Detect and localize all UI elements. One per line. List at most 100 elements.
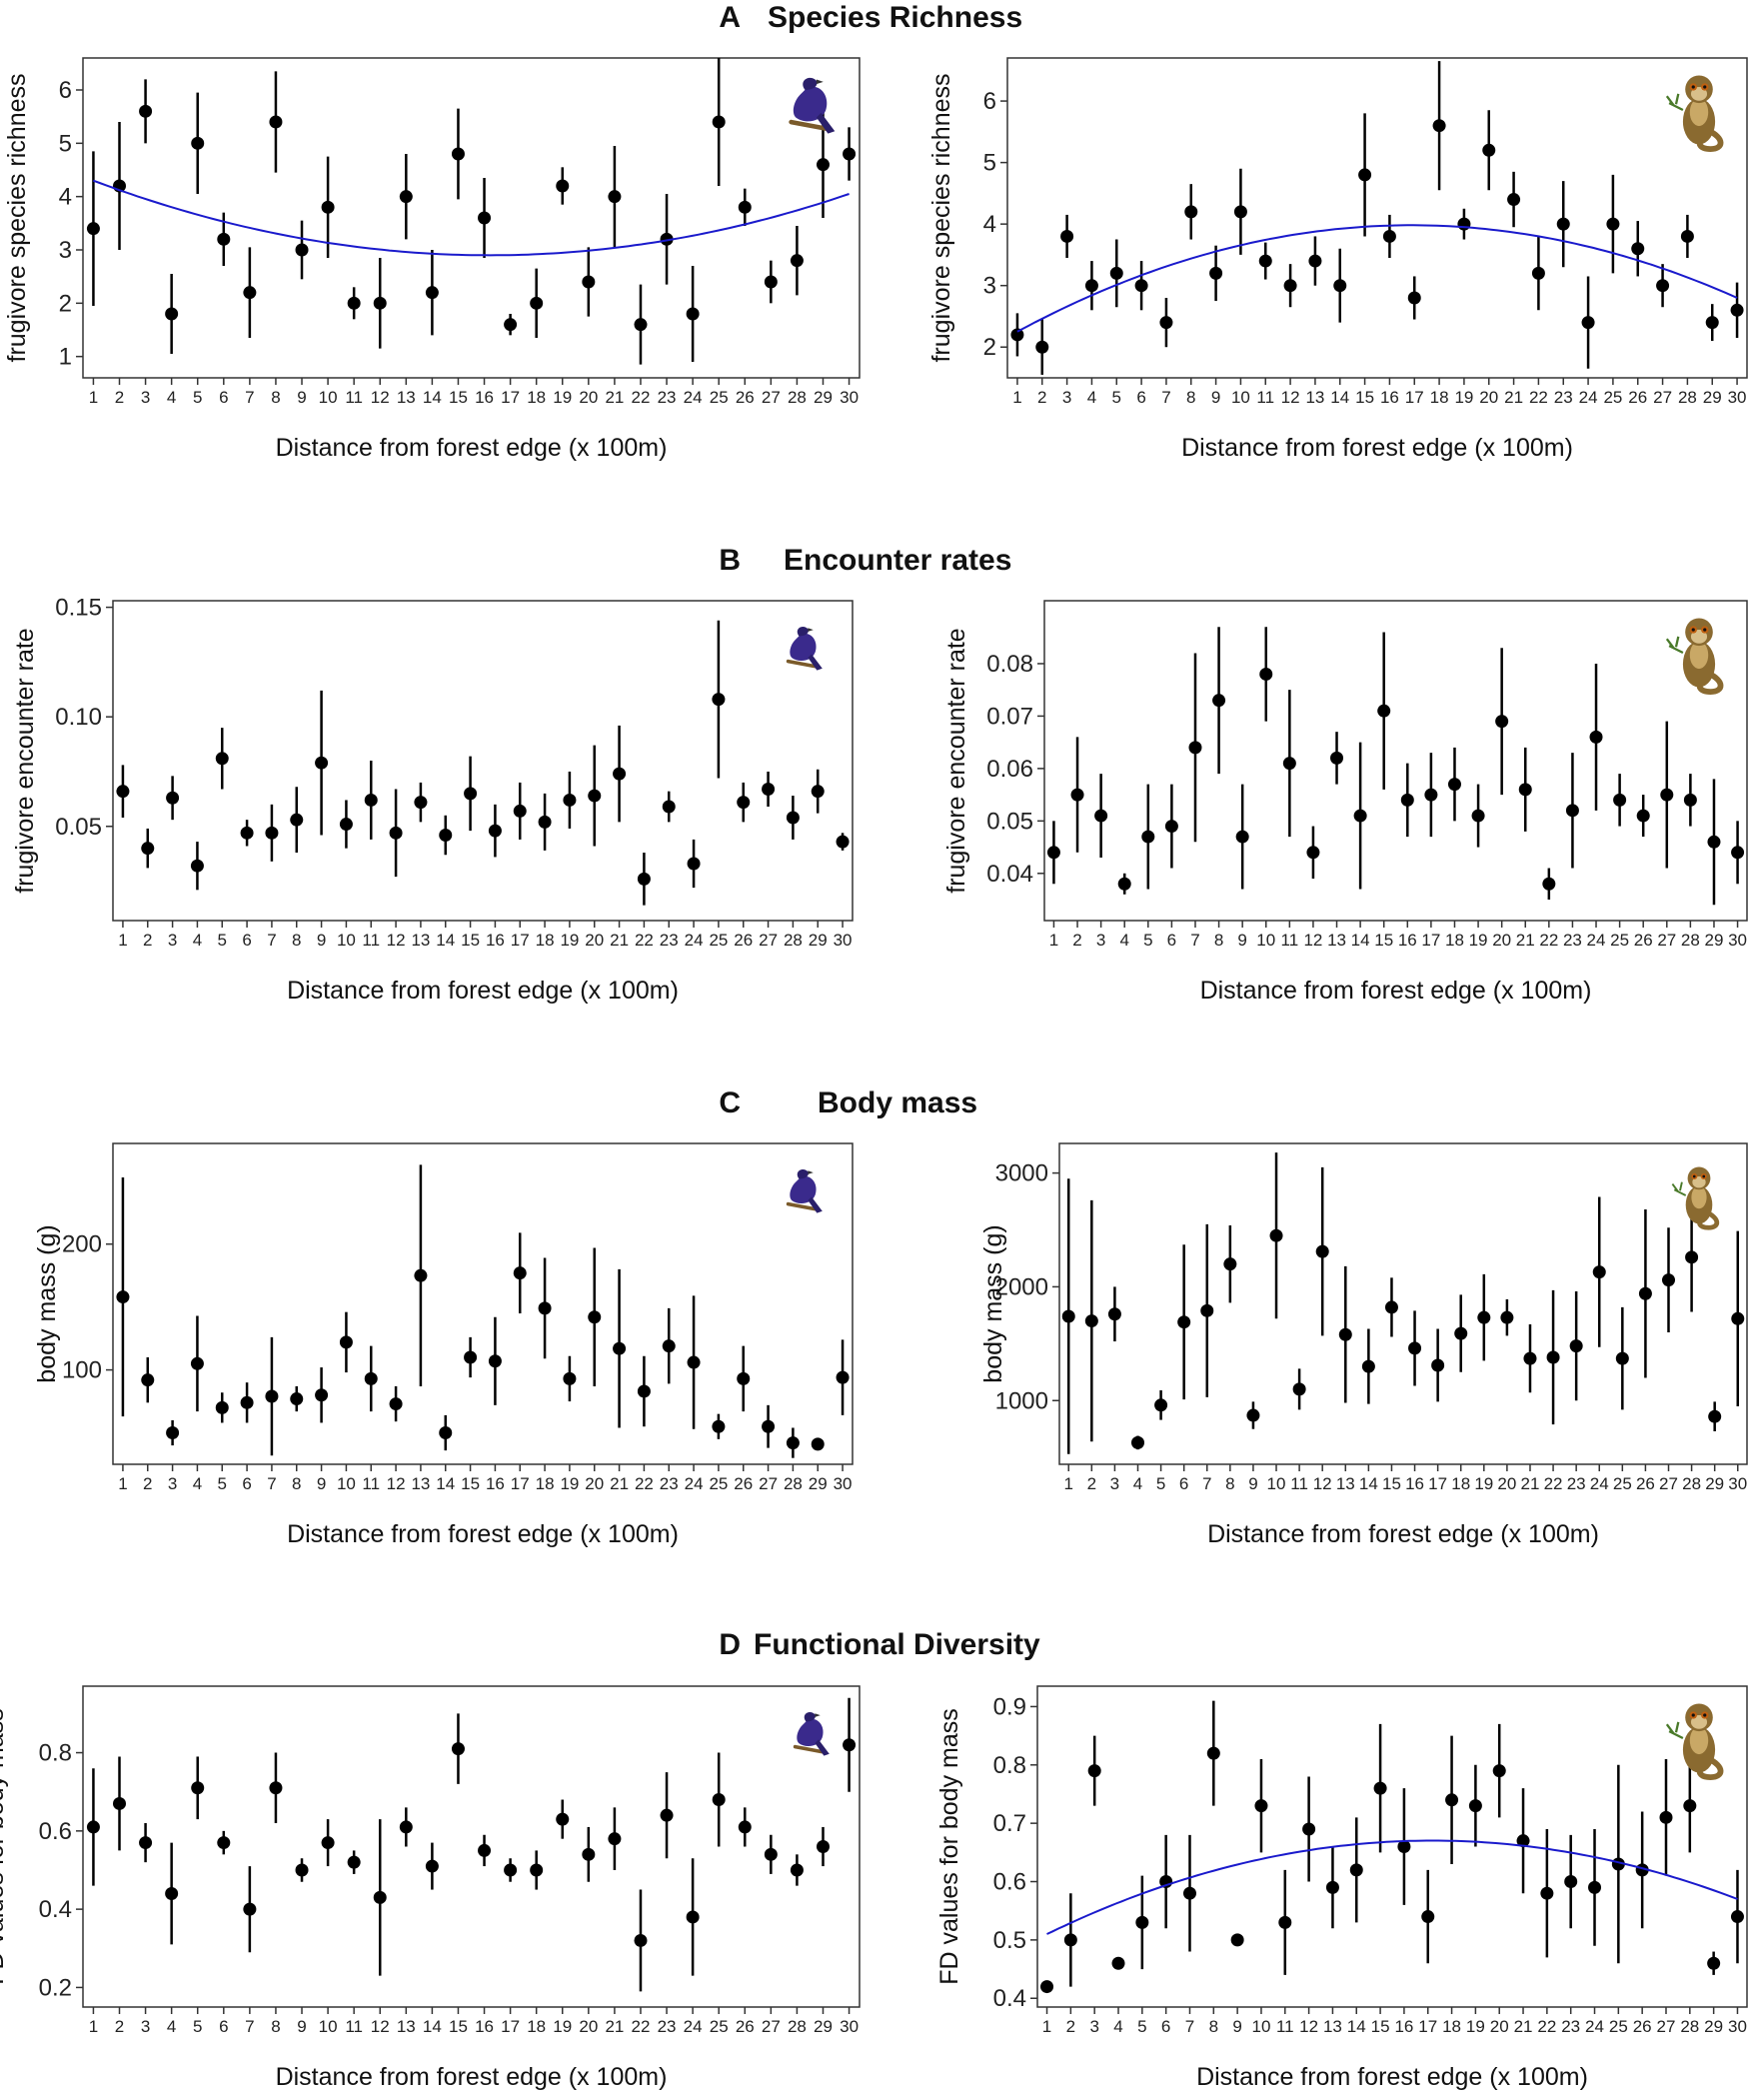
data-point [139, 1836, 153, 1850]
data-point [488, 1354, 502, 1368]
bird-icon [786, 1169, 823, 1213]
x-axis-title: Distance from forest edge (x 100m) [1196, 2063, 1588, 2091]
x-tick-label: 13 [397, 2017, 416, 2036]
x-tick-label: 17 [1418, 2017, 1437, 2036]
data-point [1259, 667, 1273, 681]
x-tick-label: 28 [784, 1474, 803, 1493]
data-point [660, 1808, 674, 1822]
x-tick-label: 24 [685, 1474, 704, 1493]
data-point [1500, 1310, 1514, 1324]
data-point [1660, 788, 1674, 802]
chart-panel-B-lemur: 0.040.050.060.070.081 2 3 4 5 6 7 8 9 10 11 12 13 14 1… [942, 600, 1748, 1005]
data-point [1588, 1880, 1602, 1894]
x-tick-label: 10 [1267, 1474, 1286, 1493]
data-point [1377, 704, 1391, 718]
lemur-icon [1665, 1703, 1724, 1780]
data-point [1542, 877, 1556, 891]
data-point [1569, 1339, 1583, 1353]
x-tick-label: 25 [709, 931, 728, 950]
data-point [265, 1389, 279, 1403]
x-tick-label: 24 [1590, 1474, 1609, 1493]
x-tick-label: 30 [1728, 388, 1747, 407]
x-tick-label: 1 [1049, 931, 1058, 950]
data-point [588, 789, 602, 803]
x-tick-label: 29 [1704, 2017, 1723, 2036]
x-tick-label: 3 [141, 2017, 150, 2036]
data-point [712, 115, 726, 129]
y-tick-label: 2000 [995, 1273, 1048, 1300]
data-point [488, 824, 502, 838]
data-point [389, 1397, 403, 1411]
y-tick-label: 3 [59, 237, 72, 264]
x-tick-label: 25 [1603, 388, 1622, 407]
x-tick-label: 26 [734, 1474, 753, 1493]
x-tick-label: 16 [1398, 931, 1417, 950]
y-axis-title: frugivore encounter rate [11, 628, 39, 893]
x-tick-label: 6 [1136, 388, 1145, 407]
data-point [240, 1395, 254, 1409]
x-tick-label: 28 [784, 931, 803, 950]
x-tick-label: 29 [809, 1474, 828, 1493]
plot-frame [82, 57, 861, 379]
x-tick-label: 5 [218, 931, 227, 950]
x-tick-label: 17 [511, 931, 530, 950]
data-point [790, 1863, 804, 1877]
x-tick-label: 13 [411, 931, 430, 950]
chart-panel-D-bird: 0.20.40.60.81 2 3 4 5 6 7 8 9 10 11 12 13 14 15 16 17 18 1… [0, 1685, 861, 2091]
data-point [86, 222, 100, 236]
x-tick-label: 14 [1330, 388, 1349, 407]
x-tick-label: 16 [486, 1474, 505, 1493]
data-point [1454, 1326, 1468, 1340]
x-tick-label: 23 [658, 2017, 677, 2036]
data-point [190, 1356, 204, 1370]
bird-icon [786, 627, 823, 671]
x-tick-label: 22 [635, 1474, 654, 1493]
data-point [1431, 1358, 1445, 1372]
data-point [1613, 793, 1627, 807]
data-point [764, 275, 778, 289]
x-tick-label: 24 [684, 2017, 703, 2036]
x-tick-label: 30 [834, 931, 853, 950]
data-point [1283, 279, 1297, 293]
x-tick-label: 7 [245, 2017, 254, 2036]
data-point [816, 1840, 830, 1853]
data-point [86, 1820, 100, 1834]
x-tick-label: 19 [560, 931, 579, 950]
data-point [1397, 1840, 1411, 1853]
x-tick-label: 28 [788, 2017, 807, 2036]
x-tick-label: 13 [1327, 931, 1346, 950]
data-point [414, 1268, 428, 1282]
x-tick-label: 22 [1529, 388, 1548, 407]
data-point [1182, 1886, 1196, 1900]
x-tick-label: 17 [1421, 931, 1440, 950]
data-point [265, 826, 279, 840]
x-tick-label: 7 [1190, 931, 1199, 950]
data-point [141, 1373, 155, 1387]
x-tick-label: 6 [242, 1474, 251, 1493]
x-tick-label: 8 [1186, 388, 1195, 407]
data-point [1445, 1793, 1459, 1807]
y-tick-label: 0.5 [993, 1927, 1026, 1954]
data-point [113, 1796, 127, 1810]
data-point [1382, 229, 1396, 243]
x-tick-label: 29 [1705, 931, 1724, 950]
x-tick-label: 27 [759, 931, 778, 950]
lemur-icon [1671, 1166, 1720, 1230]
y-tick-label: 0.07 [986, 703, 1033, 730]
data-point [613, 1341, 627, 1355]
x-tick-label: 18 [536, 1474, 555, 1493]
data-point [1330, 751, 1344, 765]
data-point [1685, 1250, 1699, 1264]
x-tick-label: 23 [660, 931, 679, 950]
bird-icon [789, 77, 836, 134]
data-point [414, 796, 428, 810]
x-tick-label: 15 [461, 931, 480, 950]
x-axis-title: Distance from forest edge (x 100m) [276, 2063, 668, 2091]
data-point [513, 804, 527, 818]
data-point [1400, 793, 1414, 807]
data-point [451, 1742, 465, 1756]
x-tick-label: 8 [1214, 931, 1223, 950]
x-tick-label: 8 [1225, 1474, 1234, 1493]
plot-frame [112, 1142, 854, 1465]
